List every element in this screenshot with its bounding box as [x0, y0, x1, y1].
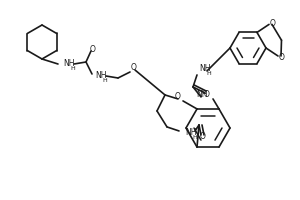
Text: O: O: [279, 52, 285, 62]
Text: O: O: [131, 64, 137, 72]
Text: NH: NH: [185, 128, 196, 137]
Text: H: H: [102, 78, 107, 84]
Text: NH: NH: [196, 90, 208, 99]
Text: NH: NH: [63, 60, 74, 68]
Text: H: H: [192, 135, 197, 140]
Text: NH: NH: [95, 72, 106, 80]
Text: O: O: [175, 92, 181, 101]
Text: H: H: [70, 66, 75, 72]
Text: O: O: [200, 132, 206, 141]
Text: O: O: [90, 46, 96, 54]
Text: NH: NH: [199, 64, 211, 73]
Text: H: H: [206, 71, 211, 76]
Text: O: O: [270, 19, 276, 28]
Text: O: O: [204, 90, 210, 99]
